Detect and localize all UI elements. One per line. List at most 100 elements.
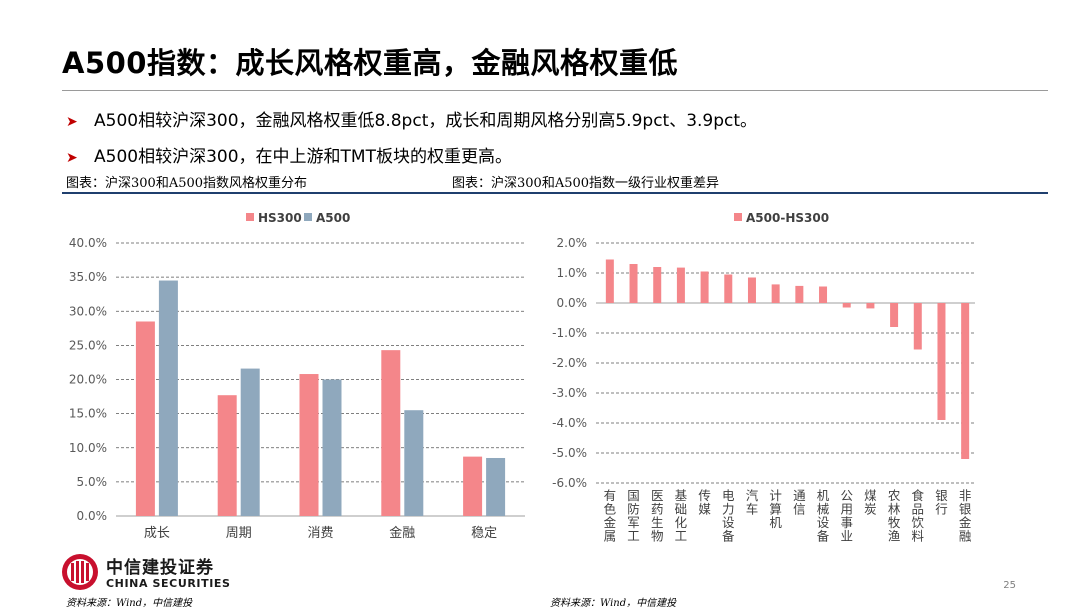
x-tick-char: 防 (627, 502, 640, 517)
bar-diff (913, 303, 922, 350)
y-tick-label: 20.0% (69, 373, 107, 387)
x-tick-char: 牧 (888, 515, 901, 530)
x-tick-char: 基 (675, 488, 688, 503)
x-tick-label: 银行 (935, 488, 948, 517)
left-chart-caption: 图表：沪深300和A500指数风格权重分布 (66, 176, 308, 191)
x-tick-char: 机 (769, 515, 782, 530)
x-tick-char: 渔 (888, 529, 901, 544)
bar-diff (795, 285, 804, 303)
x-tick-label: 周期 (226, 526, 252, 541)
x-tick-char: 计 (769, 488, 782, 503)
x-tick-char: 用 (840, 502, 853, 517)
x-tick-char: 品 (912, 502, 925, 517)
x-tick-label: 金融 (389, 525, 415, 541)
y-tick-label: -2.0% (552, 356, 587, 370)
bar-diff (819, 286, 828, 303)
x-tick-char: 金 (604, 515, 617, 530)
x-tick-char: 算 (769, 502, 782, 517)
title-divider (62, 90, 1048, 91)
bar-hs300 (217, 395, 237, 516)
y-tick-label: 0.0% (557, 296, 588, 310)
y-tick-label: 15.0% (69, 407, 107, 421)
x-tick-char: 备 (722, 529, 735, 544)
bar-diff (653, 267, 662, 303)
bar-diff (747, 277, 756, 303)
x-tick-char: 备 (817, 529, 830, 544)
x-tick-label: 传媒 (698, 488, 711, 517)
bullet-1-text: A500相较沪深300，金融风格权重低8.8pct，成长和周期风格分别高5.9p… (94, 111, 758, 131)
x-tick-char: 国 (627, 488, 640, 503)
y-tick-label: -3.0% (552, 386, 587, 400)
legend-swatch (246, 213, 254, 221)
y-tick-label: 35.0% (69, 270, 107, 284)
x-tick-char: 公 (840, 488, 853, 503)
bar-hs300 (299, 374, 319, 516)
x-tick-char: 军 (627, 515, 640, 530)
bar-diff (842, 303, 851, 308)
y-tick-label: -1.0% (552, 326, 587, 340)
right-chart-caption: 图表：沪深300和A500指数一级行业权重差异 (452, 176, 720, 191)
x-tick-char: 汽 (746, 488, 759, 503)
bar-hs300 (135, 321, 155, 516)
x-tick-char: 传 (698, 488, 711, 503)
x-tick-char: 工 (627, 529, 640, 544)
bar-diff (890, 303, 899, 327)
x-tick-char: 药 (651, 502, 664, 517)
x-tick-char: 物 (651, 529, 664, 544)
legend-label: A500-HS300 (746, 211, 829, 225)
x-tick-char: 业 (840, 529, 853, 544)
bar-hs300 (463, 456, 483, 516)
bar-diff (605, 259, 614, 303)
x-tick-char: 银 (959, 502, 972, 517)
x-tick-char: 事 (840, 515, 853, 530)
bar-a500 (486, 457, 506, 516)
bar-diff (961, 303, 970, 459)
x-tick-char: 医 (651, 488, 664, 503)
x-tick-char: 煤 (864, 488, 877, 503)
page-title: A500指数：成长风格权重高，金融风格权重低 (62, 46, 678, 80)
industry-diff-chart: -6.0% -5.0% -4.0% -3.0% -2.0% -1.0% 0.0% 1.0% 2.… (552, 211, 975, 544)
x-tick-label: 成长 (144, 526, 170, 541)
x-tick-char: 非 (959, 488, 972, 503)
y-tick-label: 40.0% (69, 236, 107, 250)
x-tick-char: 有 (604, 488, 617, 503)
y-tick-label: 10.0% (69, 441, 107, 455)
x-tick-char: 食 (912, 488, 925, 503)
x-tick-char: 设 (722, 515, 735, 530)
x-tick-char: 车 (746, 502, 759, 517)
bar-a500 (158, 280, 178, 516)
citic-logo-icon (62, 554, 98, 590)
bar-diff (937, 303, 946, 420)
bar-diff (700, 271, 709, 303)
bullet-2: ➤ A500相较沪深300，在中上游和TMT板块的权重更高。 (66, 142, 512, 167)
x-tick-char: 林 (888, 502, 901, 517)
bar-diff (676, 267, 685, 303)
x-tick-char: 工 (675, 529, 688, 544)
x-tick-char: 融 (959, 529, 972, 544)
legend-label: A500 (316, 211, 350, 225)
x-tick-char: 化 (675, 515, 688, 530)
x-tick-char: 料 (912, 529, 925, 544)
right-source: 资料来源：Wind，中信建投 (550, 598, 677, 609)
x-tick-char: 机 (817, 488, 830, 503)
x-tick-char: 础 (675, 502, 688, 517)
left-source: 资料来源：Wind，中信建投 (66, 598, 193, 609)
x-tick-char: 农 (888, 488, 901, 503)
x-tick-label: 消费 (307, 526, 333, 541)
bar-a500 (322, 379, 342, 516)
x-tick-label: 通信 (793, 488, 806, 517)
bar-a500 (404, 410, 424, 516)
x-tick-char: 设 (817, 515, 830, 530)
x-tick-char: 电 (722, 488, 735, 503)
x-tick-label: 计算机 (769, 488, 782, 530)
logo-name-cn: 中信建投证券 (106, 558, 214, 578)
x-tick-char: 属 (604, 529, 617, 544)
logo-name-en: CHINA SECURITIES (106, 577, 231, 590)
y-tick-label: 2.0% (557, 236, 588, 250)
